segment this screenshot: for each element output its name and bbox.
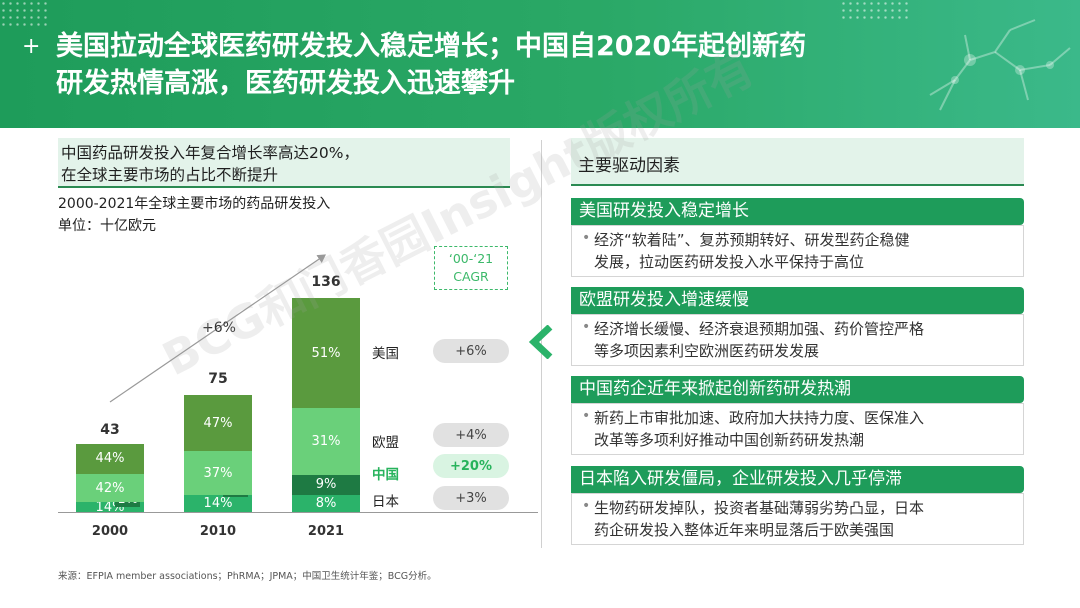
- bar-segment-us-2010: 47%: [184, 395, 252, 452]
- bar-share-label: 47%: [203, 415, 233, 431]
- column-divider: [541, 140, 542, 548]
- cagr-header-period: ‘00-‘21: [448, 251, 494, 266]
- bar-share-label: 9%: [315, 477, 337, 493]
- driver-text-line: 经济增长缓慢、经济衰退预期加强、药价管控严格: [594, 320, 925, 338]
- driver-text-line: 新药上市审批加速、政府加大扶持力度、医保准入: [594, 409, 925, 427]
- driver-body-eu: • 经济增长缓慢、经济衰退预期加强、药价管控严格 等多项因素利空欧洲医药研发发展: [571, 314, 1024, 366]
- bar-segment-japan-2010: 14%: [184, 495, 252, 512]
- bar-segment-japan-2021: 8%: [292, 494, 360, 512]
- segment-label-china: 中国: [372, 467, 399, 483]
- driver-body-japan: • 生物药研发掉队，投资者基础薄弱劣势凸显，日本 药企研发投入整体近年来明显落后…: [571, 493, 1024, 545]
- driver-heading-china: 中国药企近年来掀起创新药研发热潮: [571, 376, 1024, 403]
- cagr-pill-us: +6%: [433, 339, 509, 363]
- driver-body-us: • 经济“软着陆”、复苏预期转好、研发型药企稳健 发展，拉动医药研发投入水平保持…: [571, 225, 1024, 277]
- driver-text-line: 生物药研发掉队，投资者基础薄弱劣势凸显，日本: [594, 499, 925, 517]
- source-footnote: 来源：EFPIA member associations；PhRMA；JPMA；…: [58, 571, 437, 582]
- cagr-header-label: CAGR: [453, 269, 489, 284]
- bar-segment-us-2000: 44%: [76, 443, 144, 474]
- bar-share-label: 44%: [95, 451, 125, 467]
- segment-label-japan: 日本: [372, 494, 399, 510]
- left-subheading-line-2: 在全球主要市场的占比不断提升: [61, 166, 279, 184]
- dot-pattern-top-left: [0, 0, 50, 30]
- bar-share-label: 8%: [315, 495, 337, 511]
- bar-share-label: 37%: [203, 465, 233, 481]
- x-axis-tick-label: 2010: [199, 524, 237, 539]
- driver-body-china: • 新药上市审批加速、政府加大扶持力度、医保准入 改革等多项利好推动中国创新药研…: [571, 403, 1024, 455]
- left-subheading: 中国药品研发投入年复合增长率高达20%， 在全球主要市场的占比不断提升: [58, 138, 510, 188]
- bar-total-label: 75: [208, 370, 228, 387]
- bar-share-label: 14%: [203, 496, 233, 512]
- bar-segment-eu-2010: 37%: [184, 451, 252, 496]
- x-axis-tick-label: 2021: [307, 524, 345, 539]
- chart-unit: 单位：十亿欧元: [58, 218, 156, 234]
- driver-heading-eu: 欧盟研发投入增速缓慢: [571, 287, 1024, 314]
- bar-segment-us-2021: 51%: [292, 298, 360, 409]
- chart-title: 2000-2021年全球主要市场的药品研发投入: [58, 196, 331, 212]
- driver-text-line: 发展，拉动医药研发投入水平保持于高位: [594, 253, 865, 271]
- bar-total-label: 43: [100, 421, 120, 438]
- bar-total-label: 136: [311, 274, 341, 290]
- bullet-icon: •: [582, 319, 591, 335]
- bar-share-label: 31%: [311, 434, 341, 450]
- segment-label-us: 美国: [372, 346, 399, 362]
- bullet-icon: •: [582, 408, 591, 424]
- chevron-left-icon: [528, 325, 553, 359]
- cagr-pill-japan: +3%: [433, 486, 509, 510]
- bar-segment-eu-2021: 31%: [292, 408, 360, 476]
- bullet-icon: •: [582, 230, 591, 246]
- left-subheading-line-1: 中国药品研发投入年复合增长率高达20%，: [61, 144, 359, 162]
- neuron-decoration-icon: [929, 19, 1071, 111]
- bar-share-label: 51%: [311, 345, 341, 361]
- cagr-pill-eu: +4%: [433, 423, 509, 447]
- bar-segment-eu-2000: 42%: [76, 473, 144, 503]
- segment-label-eu: 欧盟: [372, 435, 399, 451]
- trend-growth-label: +6%: [202, 320, 236, 336]
- x-axis-tick-label: 2000: [91, 524, 129, 539]
- driver-heading-us: 美国研发投入稳定增长: [571, 198, 1024, 225]
- drivers-title: 主要驱动因素: [571, 138, 1024, 186]
- page-title-line-2: 研发热情高涨，医药研发投入迅速攀升: [56, 68, 515, 99]
- bar-share-label: 42%: [95, 480, 125, 496]
- bullet-icon: •: [582, 498, 591, 514]
- driver-text-line: 药企研发投入整体近年来明显落后于欧美强国: [594, 521, 895, 539]
- bar-segment-china-2021: 9%: [292, 475, 360, 495]
- driver-heading-japan: 日本陷入研发僵局，企业研发投入几乎停滞: [571, 466, 1024, 493]
- page-title-line-1: 美国拉动全球医药研发投入稳定增长；中国自2020年起创新药: [56, 31, 807, 62]
- driver-text-line: 等多项因素利空欧洲医药研发发展: [594, 342, 820, 360]
- x-axis-line: [58, 512, 538, 513]
- driver-text-line: 经济“软着陆”、复苏预期转好、研发型药企稳健: [594, 231, 910, 249]
- page-title: 美国拉动全球医药研发投入稳定增长；中国自2020年起创新药 研发热情高涨，医药研…: [56, 28, 936, 102]
- driver-text-line: 改革等多项利好推动中国创新药研发热潮: [594, 431, 865, 449]
- cagr-header: ‘00-‘21 CAGR: [434, 246, 508, 290]
- plus-icon: +: [22, 34, 41, 59]
- cagr-pill-china: +20%: [433, 454, 509, 478]
- header-banner: + 美国拉动全球医药研发投入稳定增长；中国自2020年起创新药 研发热情高涨，医…: [0, 0, 1080, 128]
- dot-pattern-top-right: [840, 0, 910, 22]
